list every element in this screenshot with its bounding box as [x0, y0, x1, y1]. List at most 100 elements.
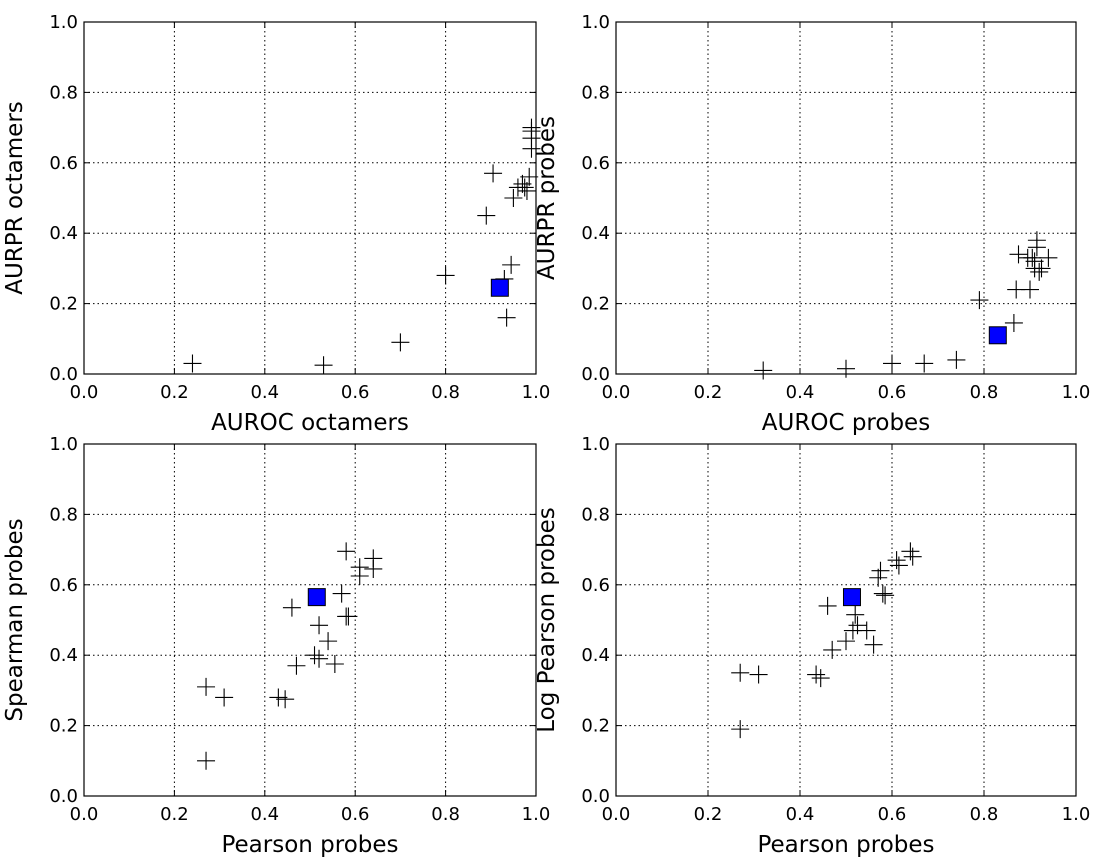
y-tick-label: 0.0 — [49, 786, 78, 807]
x-tick-label: 0.6 — [878, 382, 907, 403]
y-tick-label: 0.8 — [49, 504, 78, 525]
plot-frame — [83, 443, 537, 797]
data-point — [497, 308, 516, 327]
data-point — [915, 354, 934, 373]
data-point — [477, 206, 496, 225]
x-tick-label: 0.0 — [70, 382, 99, 403]
data-point — [517, 181, 536, 200]
data-point — [337, 542, 356, 561]
data-point — [364, 559, 383, 578]
data-point — [731, 663, 750, 682]
y-tick-label: 0.8 — [49, 82, 78, 103]
y-tick-label: 1.0 — [581, 434, 610, 455]
data-point — [970, 291, 989, 310]
y-tick-label: 0.6 — [49, 153, 78, 174]
data-point — [1032, 259, 1051, 278]
y-tick-label: 0.0 — [581, 364, 610, 385]
data-point — [754, 361, 773, 380]
data-point — [310, 616, 329, 635]
plot-area — [84, 22, 536, 374]
y-tick-label: 0.4 — [581, 223, 610, 244]
y-tick-label: 0.6 — [581, 153, 610, 174]
data-point — [1023, 248, 1042, 267]
y-tick-label: 0.0 — [581, 786, 610, 807]
y-tick-label: 1.0 — [49, 12, 78, 33]
data-point — [823, 640, 842, 659]
highlight-point — [988, 326, 1007, 345]
data-point — [873, 584, 892, 603]
data-point — [807, 665, 826, 684]
x-tick-label: 1.0 — [1062, 804, 1091, 825]
data-point — [215, 688, 234, 707]
data-point — [846, 605, 865, 624]
data-point — [520, 167, 539, 186]
data-point — [183, 354, 202, 373]
data-point — [391, 333, 410, 352]
plot-frame — [615, 443, 1077, 797]
y-tick-label: 0.4 — [49, 645, 78, 666]
plot-frame — [615, 21, 1077, 375]
data-point — [305, 646, 324, 665]
x-tick-label: 0.8 — [970, 804, 999, 825]
x-tick-label: 0.6 — [878, 804, 907, 825]
data-point — [325, 655, 344, 673]
x-axis-label: Pearson probes — [221, 832, 398, 858]
data-point — [864, 635, 883, 654]
data-point — [502, 255, 521, 274]
data-point — [287, 656, 306, 675]
panel-2: 0.0 0.2 0.4 0.6 0.8 1.0 0.0 0.2 0.4 0.6 0.8 1.0 AURO… — [534, 12, 1090, 436]
y-axis-label: Spearman probes — [2, 518, 28, 721]
data-point — [848, 616, 867, 635]
plot-frame — [83, 21, 537, 375]
panel-1: 0.0 0.2 0.4 0.6 0.8 1.0 0.0 0.2 0.4 0.6 0.8 1.0 AURO… — [2, 12, 550, 436]
x-tick-label: 0.4 — [250, 804, 279, 825]
data-point — [883, 354, 901, 373]
x-tick-label: 1.0 — [1062, 382, 1091, 403]
x-tick-label: 1.0 — [522, 382, 551, 403]
panel-3: 0.0 0.2 0.4 0.6 0.8 1.0 0.0 0.2 0.4 0.6 0.8 1.0 Pear… — [2, 434, 550, 858]
plot-area — [84, 444, 536, 796]
x-axis-label: Pearson probes — [757, 832, 934, 858]
y-tick-label: 0.8 — [581, 504, 610, 525]
data-point — [837, 359, 855, 378]
x-axis-label: AUROC probes — [762, 410, 930, 436]
highlight-point — [490, 278, 509, 297]
y-tick-label: 0.6 — [581, 575, 610, 596]
data-point — [436, 266, 455, 285]
y-tick-label: 0.6 — [49, 575, 78, 596]
y-tick-label: 0.2 — [49, 294, 78, 315]
x-tick-label: 0.2 — [694, 804, 723, 825]
data-point — [484, 164, 503, 183]
highlight-point — [307, 588, 326, 607]
data-point — [504, 189, 523, 207]
x-tick-label: 0.6 — [341, 382, 370, 403]
data-point — [515, 178, 534, 197]
data-point — [319, 632, 338, 651]
y-tick-label: 0.2 — [581, 294, 610, 315]
data-point — [837, 632, 855, 651]
data-point — [871, 561, 890, 580]
y-tick-label: 0.8 — [581, 82, 610, 103]
x-tick-label: 0.6 — [341, 804, 370, 825]
x-tick-label: 0.4 — [786, 804, 815, 825]
data-point — [282, 598, 301, 617]
highlight-point — [842, 588, 861, 607]
data-point — [269, 688, 288, 707]
data-point — [314, 356, 333, 375]
y-tick-label: 0.2 — [581, 716, 610, 737]
data-point — [731, 720, 750, 739]
data-point — [869, 568, 888, 587]
x-tick-label: 0.0 — [70, 804, 99, 825]
data-point — [1039, 248, 1058, 267]
x-tick-label: 0.2 — [160, 804, 189, 825]
x-tick-label: 0.0 — [602, 804, 631, 825]
x-tick-label: 0.8 — [431, 804, 460, 825]
y-axis-label: AURPR probes — [534, 116, 560, 280]
data-point — [332, 584, 351, 603]
y-tick-label: 0.0 — [49, 364, 78, 385]
data-point — [197, 751, 216, 770]
x-tick-label: 0.4 — [250, 382, 279, 403]
data-point — [1009, 245, 1028, 264]
panel-4: 0.0 0.2 0.4 0.6 0.8 1.0 0.0 0.2 0.4 0.6 0.8 1.0 Pear… — [534, 434, 1090, 858]
